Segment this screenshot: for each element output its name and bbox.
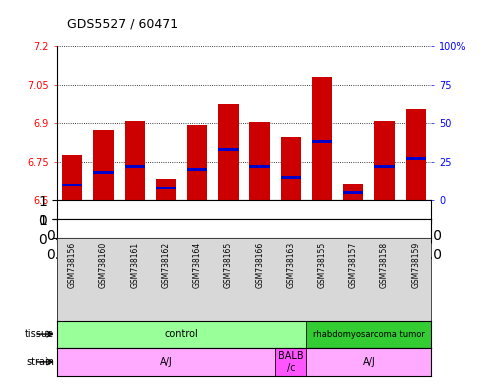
Text: strain: strain bbox=[26, 357, 54, 367]
Bar bbox=[57, 321, 307, 348]
Bar bbox=[343, 191, 363, 194]
Bar bbox=[343, 184, 363, 200]
Text: GSM738164: GSM738164 bbox=[193, 242, 202, 288]
Text: GSM738155: GSM738155 bbox=[317, 242, 326, 288]
Bar bbox=[307, 348, 431, 376]
Bar bbox=[187, 168, 208, 171]
Bar bbox=[249, 165, 270, 168]
Text: A/J: A/J bbox=[362, 357, 375, 367]
Text: GSM738159: GSM738159 bbox=[411, 242, 420, 288]
Text: rhabdomyosarcoma tumor: rhabdomyosarcoma tumor bbox=[313, 329, 425, 339]
Text: GSM738157: GSM738157 bbox=[349, 242, 358, 288]
Bar bbox=[275, 348, 307, 376]
Text: control: control bbox=[165, 329, 199, 339]
Bar bbox=[156, 187, 176, 189]
Bar bbox=[312, 77, 332, 200]
Text: GSM738160: GSM738160 bbox=[99, 242, 108, 288]
Text: GSM738162: GSM738162 bbox=[162, 242, 171, 288]
Bar bbox=[281, 137, 301, 200]
Text: GDS5527 / 60471: GDS5527 / 60471 bbox=[67, 18, 177, 31]
Bar bbox=[125, 121, 145, 200]
Bar bbox=[374, 121, 395, 200]
Bar bbox=[125, 165, 145, 168]
Bar bbox=[406, 109, 426, 200]
Bar bbox=[57, 348, 275, 376]
Bar bbox=[156, 179, 176, 200]
Bar bbox=[218, 148, 239, 151]
Bar bbox=[62, 156, 82, 200]
Bar bbox=[307, 321, 431, 348]
Bar bbox=[62, 184, 82, 186]
Text: tissue: tissue bbox=[25, 329, 54, 339]
Bar bbox=[406, 157, 426, 160]
Bar bbox=[93, 171, 114, 174]
Text: GSM738163: GSM738163 bbox=[286, 242, 295, 288]
Bar bbox=[281, 176, 301, 179]
Bar bbox=[93, 130, 114, 200]
Bar bbox=[249, 122, 270, 200]
Text: GSM738166: GSM738166 bbox=[255, 242, 264, 288]
Text: GSM738165: GSM738165 bbox=[224, 242, 233, 288]
Bar bbox=[187, 124, 208, 200]
Text: BALB
/c: BALB /c bbox=[278, 351, 304, 373]
Bar bbox=[374, 165, 395, 168]
Text: GSM738158: GSM738158 bbox=[380, 242, 389, 288]
Text: A/J: A/J bbox=[160, 357, 173, 367]
Text: GSM738161: GSM738161 bbox=[130, 242, 139, 288]
Bar bbox=[312, 141, 332, 143]
Bar bbox=[218, 104, 239, 200]
Text: GSM738156: GSM738156 bbox=[68, 242, 77, 288]
